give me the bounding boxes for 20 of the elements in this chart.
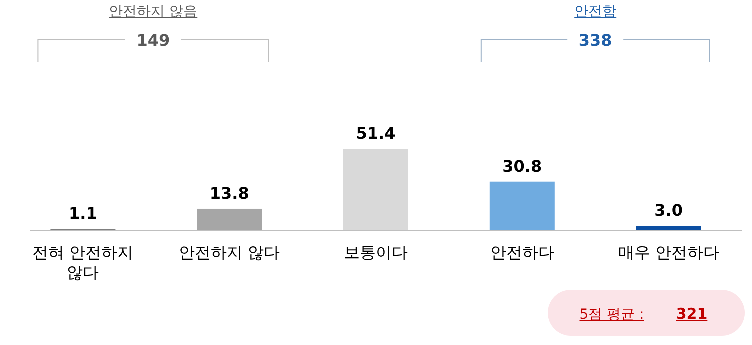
- text: 안전함: [574, 4, 617, 20]
- x-tick-label: 안전하지 않다: [179, 243, 280, 262]
- x-tick-label: 매우 안전하다: [618, 243, 720, 262]
- bar: [636, 226, 702, 231]
- x-tick-label: 보통이다: [344, 243, 408, 262]
- x-tick-label: 전혀 안전하지 않다: [32, 243, 134, 282]
- text: 5점 평균 :: [580, 307, 644, 323]
- bar: [344, 149, 408, 231]
- data-label: 30.8: [502, 156, 542, 176]
- x-tick-label: 안전하다: [490, 243, 554, 262]
- data-label: 51.4: [356, 124, 396, 143]
- bar: [490, 182, 555, 231]
- bar: [197, 208, 262, 231]
- text: 149: [136, 31, 170, 50]
- data-label: 3.0: [654, 201, 683, 220]
- text: 안전하지 않음: [109, 4, 198, 20]
- data-label: 13.8: [210, 184, 250, 203]
- text: 321: [676, 305, 708, 323]
- text: 338: [578, 31, 612, 50]
- data-label: 1.1: [69, 204, 98, 224]
